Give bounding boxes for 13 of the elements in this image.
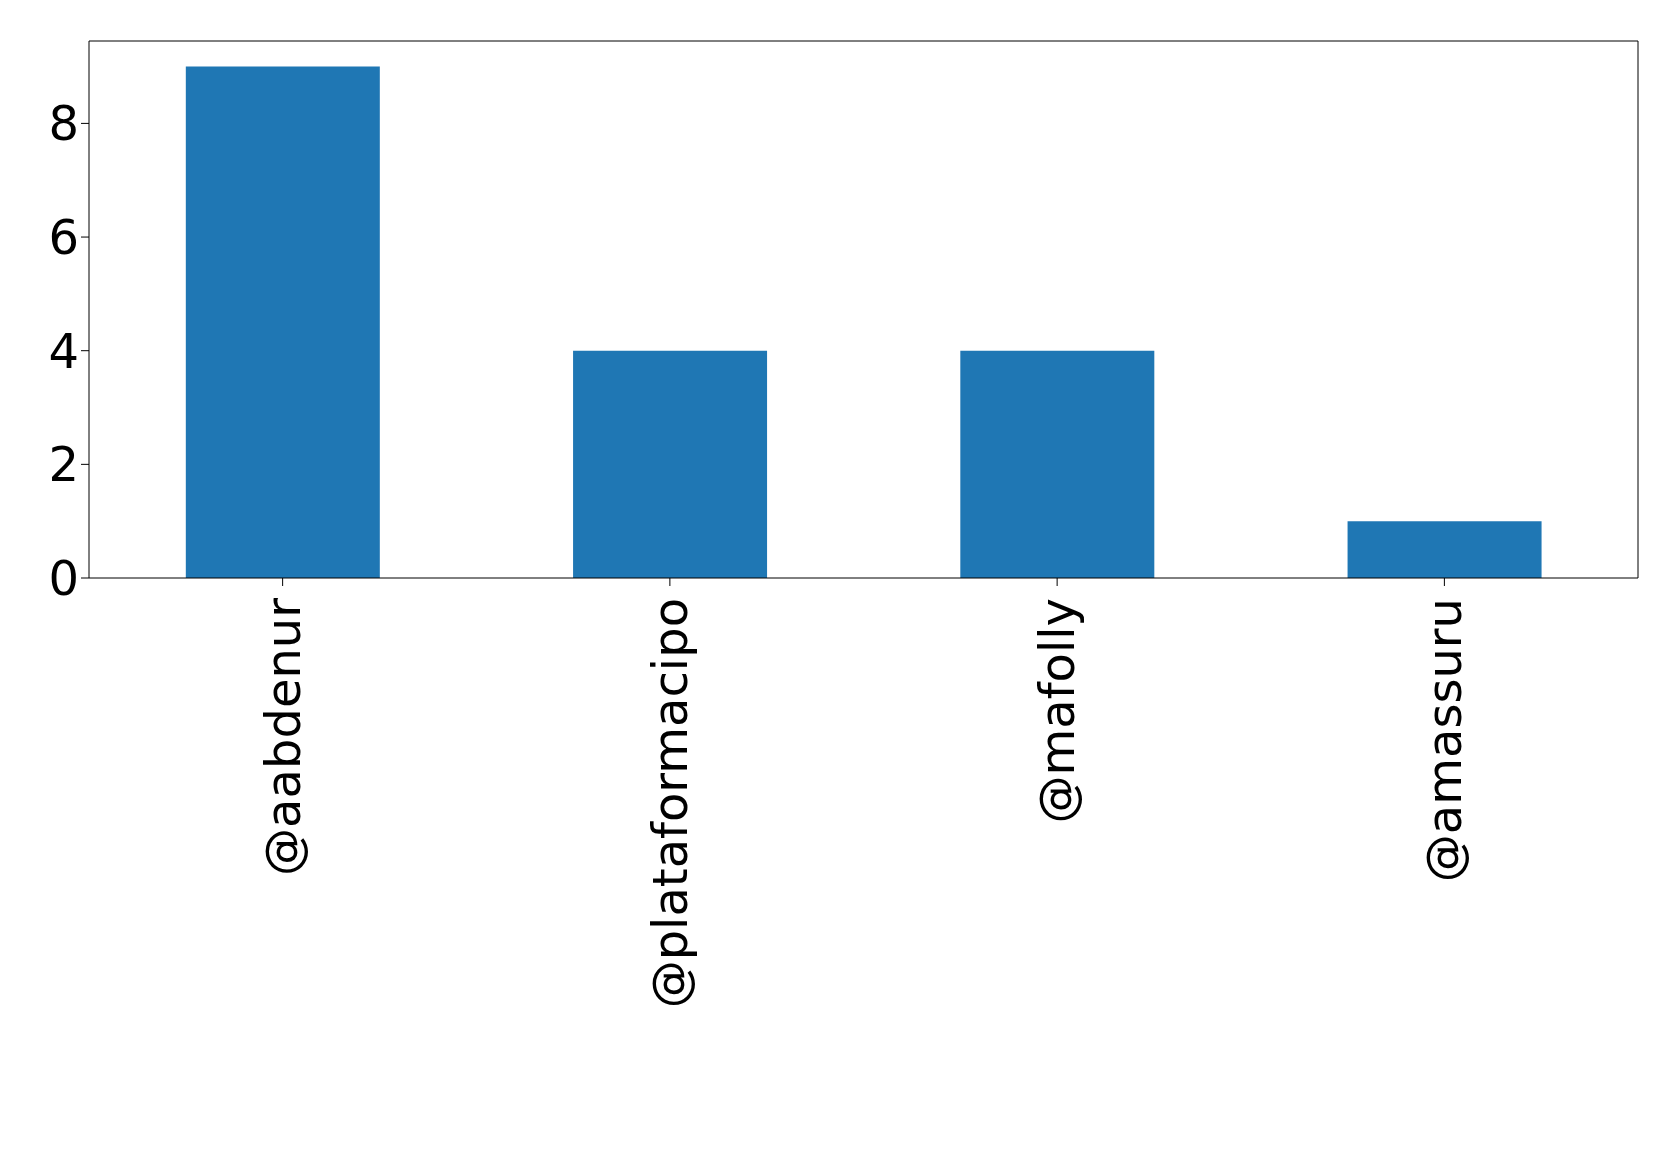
x-tick-label: @amassuru <box>1416 598 1473 883</box>
x-tick-label: @plataformacipo <box>641 598 698 1009</box>
y-tick-label: 6 <box>48 209 79 266</box>
y-tick-label: 2 <box>48 436 79 493</box>
y-tick-label: 0 <box>48 550 79 607</box>
x-tick-label: @mafolly <box>1029 598 1086 824</box>
bar <box>1347 521 1542 578</box>
y-tick-label: 8 <box>48 95 79 152</box>
x-tick-label: @aabdenur <box>254 597 311 876</box>
bar <box>960 350 1155 578</box>
y-tick-label: 4 <box>48 322 79 379</box>
bar <box>185 66 380 578</box>
bar <box>573 350 768 578</box>
